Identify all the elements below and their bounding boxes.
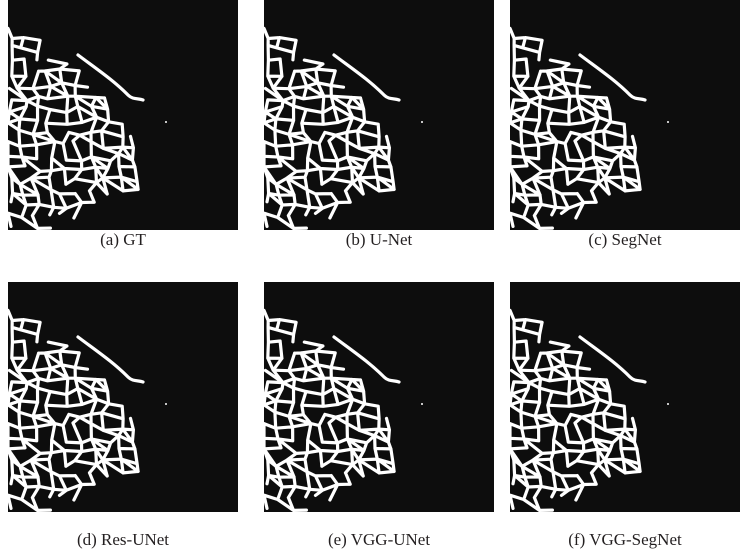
segmentation-image bbox=[8, 0, 238, 230]
figure: (a) GT (b) U-Net (c) SegNet (d) Res-UNet (e)… bbox=[0, 0, 740, 555]
panel: (d) Res-UNet bbox=[8, 282, 238, 549]
segmentation-image bbox=[510, 0, 740, 230]
panel: (b) U-Net bbox=[264, 0, 494, 249]
panel: (f) VGG-SegNet bbox=[510, 282, 740, 549]
panel-caption: (f) VGG-SegNet bbox=[568, 530, 682, 549]
segmentation-image bbox=[264, 282, 494, 512]
panel: (a) GT bbox=[8, 0, 238, 249]
page: {"panels": [ {"caption": "(a) GT"}, {"ca… bbox=[0, 0, 740, 555]
segmentation-image bbox=[264, 0, 494, 230]
panel-caption: (b) U-Net bbox=[346, 230, 413, 249]
segmentation-image bbox=[8, 282, 238, 512]
panel-caption: (d) Res-UNet bbox=[77, 530, 169, 549]
segmentation-image bbox=[510, 282, 740, 512]
panel: (c) SegNet bbox=[510, 0, 740, 249]
panel-caption: (a) GT bbox=[100, 230, 146, 249]
panel-caption: (e) VGG-UNet bbox=[328, 530, 430, 549]
panel: (e) VGG-UNet bbox=[264, 282, 494, 549]
panel-caption: (c) SegNet bbox=[588, 230, 661, 249]
